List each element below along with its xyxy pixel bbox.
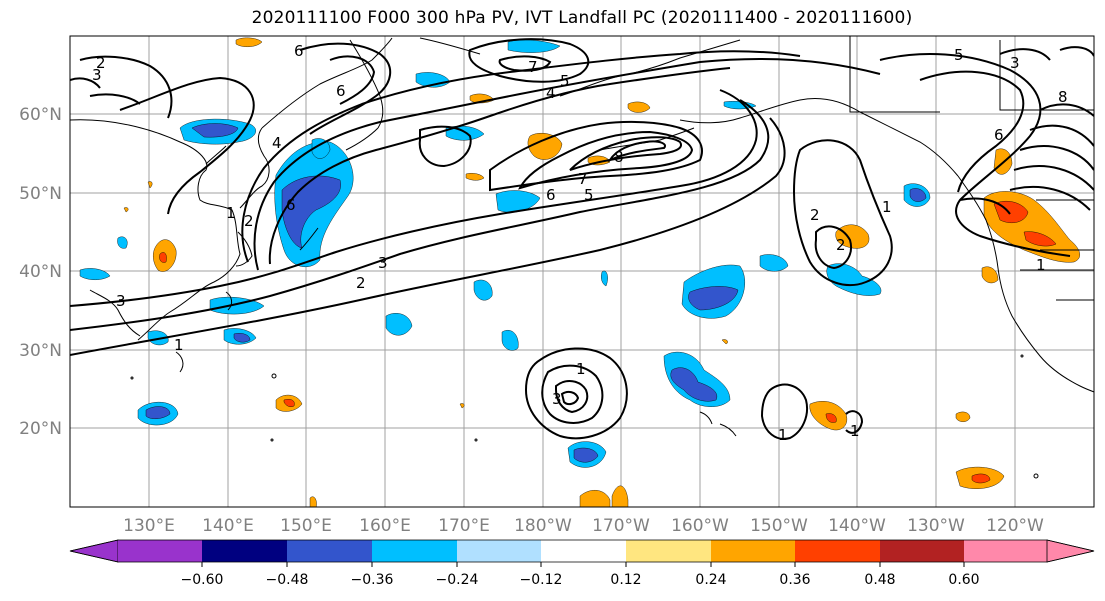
contour-label: 1 [850, 422, 860, 440]
contour-label: 1 [882, 198, 892, 216]
lat-label: 60°N [19, 105, 62, 125]
longitude-labels: 130°E 140°E 150°E 160°E 170°E 180°W 170°… [123, 516, 1044, 536]
gridlines [70, 36, 1094, 507]
colorbar-segment [287, 540, 372, 562]
contour-label: 2 [836, 236, 846, 254]
contour-label: 6 [546, 186, 556, 204]
colorbar-tick-label: 0.48 [864, 572, 895, 588]
colorbar-segment [69, 539, 119, 563]
colorbar-ticks [201, 562, 965, 567]
contour-label: 5 [560, 72, 570, 90]
contour-label: 3 [1010, 54, 1020, 72]
lon-label: 170°E [438, 516, 490, 536]
contour-label: 2 [810, 206, 820, 224]
lon-label: 120°W [986, 516, 1044, 536]
lat-label: 40°N [19, 262, 62, 282]
colorbar-segment [1046, 539, 1095, 563]
colorbar-segment [880, 540, 964, 562]
contour-label: 3 [378, 254, 388, 272]
coastlines [70, 36, 1094, 479]
lon-label: 140°W [828, 516, 886, 536]
contour-label: 3 [552, 390, 562, 408]
colorbar-tick-label: −0.36 [351, 572, 394, 588]
lat-label: 30°N [19, 341, 62, 361]
contour-label: 1 [226, 204, 236, 222]
contour-label: 6 [294, 42, 304, 60]
colorbar-segment [118, 540, 202, 562]
colorbar-segment [795, 540, 880, 562]
lon-label: 140°E [202, 516, 254, 536]
map-frame [69, 35, 1095, 508]
contour-label: 4 [546, 84, 556, 102]
colorbar-tick-label: 0.60 [948, 572, 979, 588]
colorbar-segment [711, 540, 795, 562]
contour-label: 1 [576, 360, 586, 378]
contour-label: 7 [578, 170, 588, 188]
lon-label: 170°W [592, 516, 650, 536]
colorbar-tick-label: −0.48 [266, 572, 309, 588]
contour-label: 1 [778, 426, 788, 444]
lon-label: 160°E [359, 516, 411, 536]
contour-label: 6 [336, 82, 346, 100]
colorbar-segment [372, 540, 457, 562]
contour-label: 2 [356, 274, 366, 292]
contour-label: 2 [96, 54, 106, 72]
contour-label: 7 [528, 58, 538, 76]
contour-label: 6 [994, 126, 1004, 144]
latitude-labels: 60°N 50°N 40°N 30°N 20°N [19, 105, 62, 439]
contour-label: 2 [244, 212, 254, 230]
lon-label: 180°W [514, 516, 572, 536]
contour-label: 1 [174, 336, 184, 354]
colorbar-tick-label: −0.24 [436, 572, 479, 588]
pv-contours [70, 38, 1094, 440]
contour-labels: 2 3 6 6 7 4 5 8 6 5 7 1 2 3 6 1 2 2 1 5 … [92, 42, 1068, 444]
colorbar-segment [202, 540, 287, 562]
lon-label: 130°E [123, 516, 175, 536]
contour-label: 6 [286, 196, 296, 214]
lon-label: 150°W [750, 516, 808, 536]
lat-label: 20°N [19, 419, 62, 439]
colorbar-segment [541, 540, 626, 562]
contour-label: 1 [1036, 256, 1046, 274]
contour-label: 8 [614, 148, 624, 166]
colorbar-segment [457, 540, 541, 562]
colorbar-outline [69, 539, 1095, 563]
contour-label: 5 [584, 186, 594, 204]
lon-label: 160°W [671, 516, 729, 536]
colorbar-tick-label: −0.60 [181, 572, 224, 588]
colorbar-segment [964, 540, 1047, 562]
contour-label: 8 [1058, 88, 1068, 106]
colorbar [69, 539, 1095, 563]
colorbar-tick-labels: −0.60 −0.48 −0.36 −0.24 −0.12 0.12 0.24 … [181, 572, 980, 588]
colorbar-tick-label: −0.12 [520, 572, 563, 588]
map-title: 2020111100 F000 300 hPa PV, IVT Landfall… [251, 8, 913, 28]
contour-label: 5 [954, 46, 964, 64]
lon-label: 150°E [280, 516, 332, 536]
colorbar-segment [626, 540, 711, 562]
contour-label: 4 [272, 134, 282, 152]
contour-label: 3 [116, 292, 126, 310]
lat-label: 50°N [19, 184, 62, 204]
contour-label: 3 [92, 66, 102, 84]
lon-label: 130°W [907, 516, 965, 536]
colorbar-tick-label: 0.12 [610, 572, 641, 588]
colorbar-tick-label: 0.36 [779, 572, 810, 588]
colorbar-tick-label: 0.24 [695, 572, 726, 588]
